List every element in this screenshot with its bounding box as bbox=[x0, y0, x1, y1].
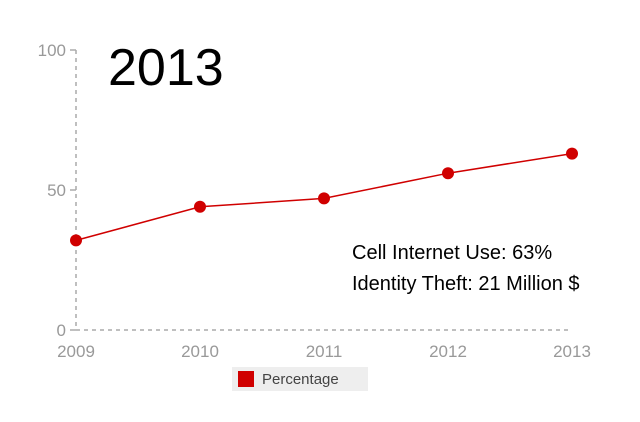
annotation-identity-theft: Identity Theft: 21 Million $ bbox=[352, 273, 580, 295]
data-point bbox=[566, 147, 578, 160]
y-tick-label: 50 bbox=[47, 181, 66, 200]
y-tick-label: 100 bbox=[38, 41, 66, 60]
x-tick-label: 2010 bbox=[181, 342, 219, 361]
x-tick-label: 2009 bbox=[57, 342, 95, 361]
x-tick-label: 2012 bbox=[429, 342, 467, 361]
x-axis: 2009 2010 2011 2012 2013 bbox=[57, 329, 591, 361]
legend-swatch bbox=[238, 371, 254, 387]
chart-legend: Percentage bbox=[232, 367, 368, 391]
year-title: 2013 bbox=[108, 39, 224, 97]
data-point bbox=[442, 167, 454, 180]
series-percentage bbox=[70, 147, 578, 247]
data-point bbox=[318, 192, 330, 205]
annotation-cell-internet-use: Cell Internet Use: 63% bbox=[352, 242, 553, 264]
y-tick-label: 0 bbox=[57, 321, 66, 340]
data-point bbox=[70, 234, 82, 247]
x-tick-label: 2011 bbox=[306, 342, 343, 361]
legend-label-percentage: Percentage bbox=[262, 370, 339, 388]
y-axis: 0 50 100 bbox=[38, 41, 77, 340]
data-point bbox=[194, 200, 206, 213]
x-tick-label: 2013 bbox=[553, 342, 591, 361]
